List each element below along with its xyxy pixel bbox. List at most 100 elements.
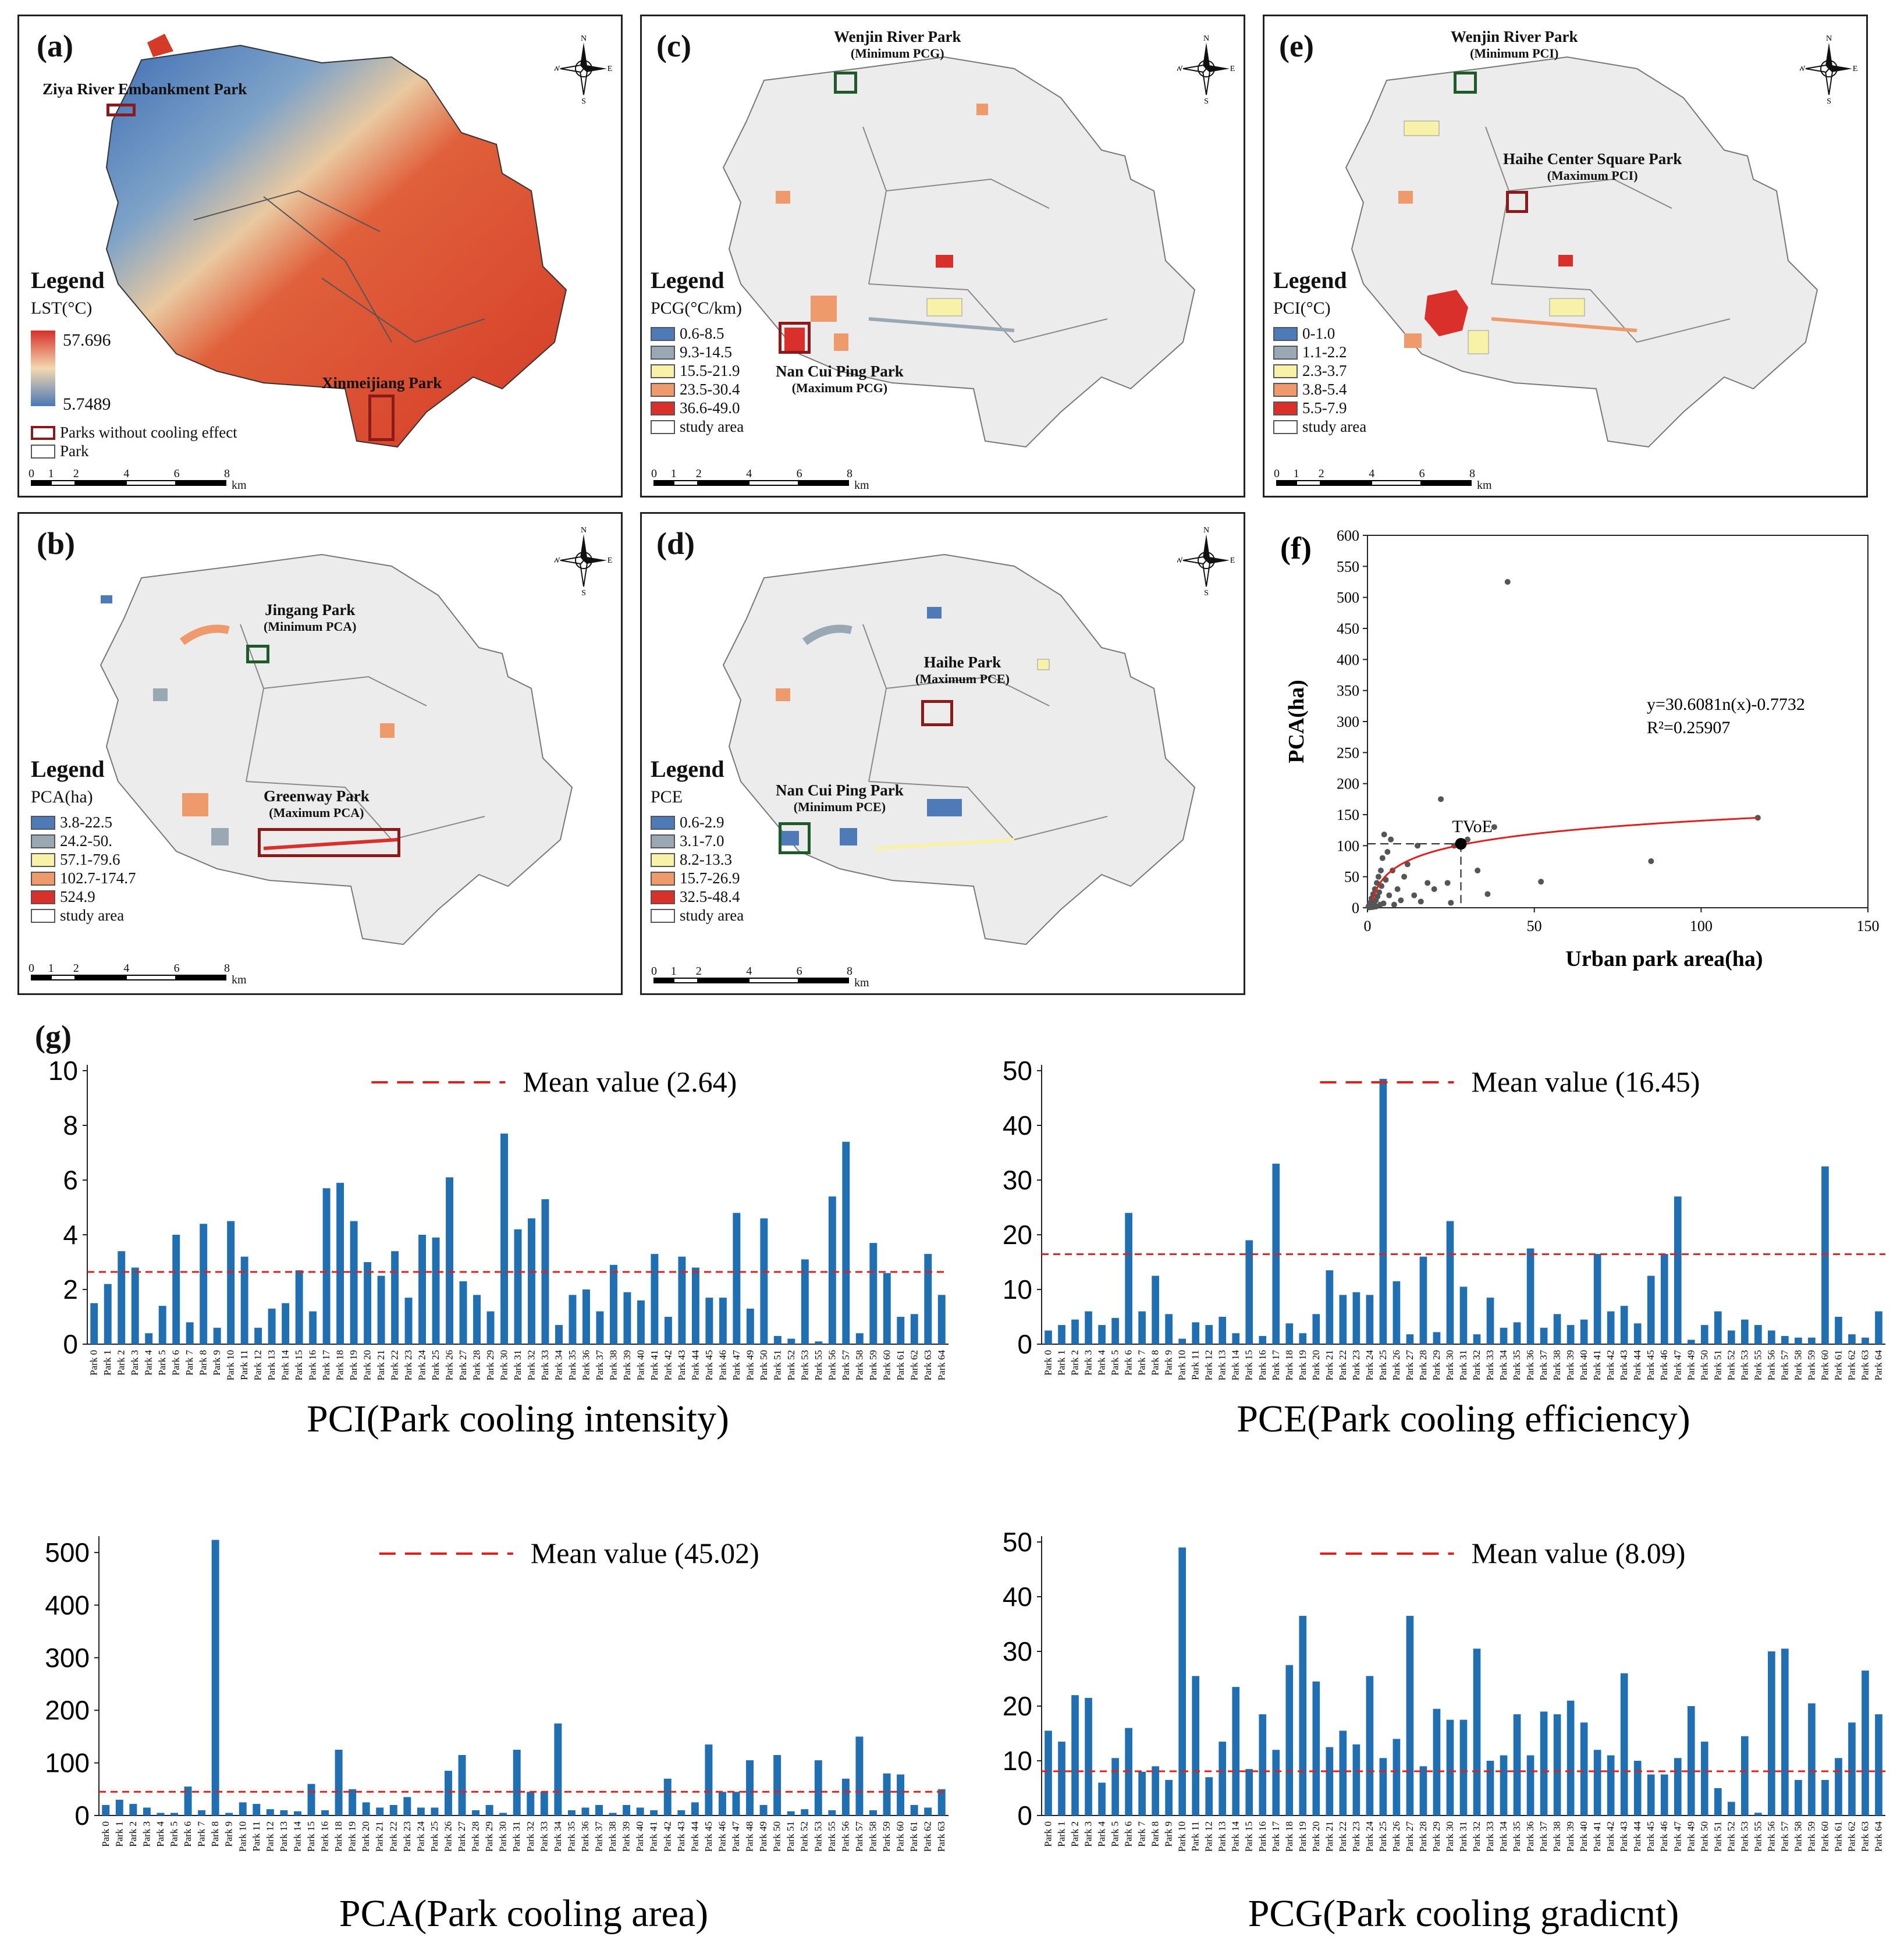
legend-text: 3.8-22.5 — [60, 813, 112, 831]
legend-row: 1.1-2.2 — [1273, 343, 1347, 361]
bar — [842, 1142, 850, 1344]
y-tick-label: 10 — [1003, 1274, 1032, 1305]
legend-row: 0.6-8.5 — [651, 325, 724, 343]
bar — [841, 1778, 850, 1815]
compass-letter: E — [608, 65, 613, 73]
scatter-point — [1384, 849, 1391, 855]
x-tick-label: Park 37 — [594, 1821, 605, 1852]
x-tick-label: Park 38 — [1551, 1350, 1562, 1380]
bar — [828, 1810, 836, 1815]
y-tick-label: 350 — [1337, 683, 1359, 699]
bar — [691, 1267, 699, 1344]
compass-south — [1824, 67, 1834, 95]
fit-curve — [1372, 816, 1758, 901]
x-tick-label: Park 38 — [607, 1821, 618, 1852]
bar — [1326, 1747, 1334, 1815]
study-area-shape — [105, 44, 567, 448]
bar — [815, 1341, 823, 1344]
scale-tick: 0 — [651, 965, 657, 978]
compass-west — [1805, 64, 1830, 73]
compass-icon: N S W E — [1177, 34, 1235, 104]
bar — [1459, 1719, 1468, 1815]
scale-tick: 4 — [123, 467, 130, 480]
x-tick-label: Park 18 — [1284, 1350, 1295, 1380]
compass-south — [1202, 559, 1211, 587]
x-tick-label: Park 57 — [1779, 1350, 1790, 1381]
pcg-bar-chart: 0 10 20 30 40 50 Park 0 Park 1 Park 2 Park 3 Park … — [983, 1513, 1897, 1938]
x-tick-label: Park 1 — [102, 1350, 113, 1376]
scatter-point — [1398, 897, 1404, 904]
scale-tick: 0 — [29, 962, 34, 975]
bar — [143, 1807, 151, 1815]
scale-tick: 2 — [695, 467, 702, 480]
bar — [514, 1229, 522, 1344]
callout-ziya-park: Ziya River Embankment Park — [42, 80, 247, 98]
callout-max: Haihe Center Square Park (Maximum PCI) — [1503, 150, 1682, 183]
scale-segment — [653, 978, 673, 983]
callout-title: Haihe Center Square Park — [1503, 150, 1682, 168]
bar — [404, 1298, 413, 1344]
x-tick-label: Park 53 — [1739, 1350, 1750, 1380]
x-tick-label: Park 33 — [538, 1821, 549, 1852]
scatter-point — [1375, 873, 1381, 880]
bar — [253, 1804, 261, 1815]
x-tick-label: Park 41 — [649, 1350, 660, 1380]
panel-label: (g) — [35, 1019, 72, 1054]
bar — [309, 1311, 317, 1344]
legend-row-park: Park — [31, 442, 89, 460]
bar — [1754, 1325, 1762, 1344]
bar — [787, 1338, 795, 1344]
scale-tick: 6 — [173, 467, 180, 480]
swatch — [1273, 326, 1298, 341]
scale-segment — [653, 480, 673, 486]
x-tick-label: Park 45 — [1645, 1350, 1656, 1380]
bar — [732, 1792, 740, 1815]
scale-segment — [748, 978, 799, 983]
bar — [1526, 1755, 1534, 1815]
bar — [1580, 1319, 1588, 1344]
bar — [1687, 1706, 1695, 1815]
x-tick-label: Park 52 — [799, 1821, 810, 1852]
legend-row: 0.6-2.9 — [651, 813, 724, 832]
gradient-max: 57.696 — [63, 331, 111, 350]
scale-unit: km — [854, 479, 869, 492]
x-tick-label: Park 29 — [1431, 1350, 1442, 1380]
x-tick-label: Park 62 — [922, 1821, 933, 1852]
x-tick-label: Park 0 — [100, 1821, 111, 1847]
x-tick-label: Park 4 — [1096, 1350, 1107, 1376]
x-tick-label: Park 48 — [744, 1821, 755, 1852]
bar — [705, 1298, 713, 1344]
y-tick-label: 200 — [1337, 776, 1359, 793]
x-tick-label: Park 60 — [1819, 1821, 1830, 1852]
swatch — [31, 852, 55, 867]
x-tick-label: Park 24 — [1364, 1821, 1375, 1852]
bar — [1500, 1755, 1508, 1815]
pcg-map — [722, 56, 1196, 448]
scale-tick: 1 — [1293, 467, 1299, 480]
scatter-point — [1411, 892, 1418, 898]
legend-row: 9.3-14.5 — [651, 343, 732, 361]
x-tick-label: Park 11 — [239, 1350, 250, 1380]
bar — [1419, 1256, 1427, 1344]
bar — [760, 1218, 768, 1344]
legend-text: 3.8-5.4 — [1302, 381, 1347, 398]
x-tick-label: Park 16 — [307, 1350, 318, 1380]
bar — [1593, 1750, 1601, 1815]
x-tick-label: Park 39 — [621, 1350, 633, 1380]
x-tick-label: Park 3 — [1083, 1350, 1094, 1376]
compass-west — [1182, 556, 1207, 565]
x-tick-label: Park 56 — [826, 1350, 837, 1380]
x-tick-label: Park 26 — [442, 1821, 453, 1852]
panel-d-pce-map: (d) Haihe Park (Maximum PCE) Nan Cui Ping… — [640, 512, 1245, 995]
bar — [184, 1786, 192, 1815]
y-tick-label: 0 — [1352, 900, 1359, 916]
bar — [389, 1804, 397, 1815]
bar — [663, 1778, 672, 1815]
x-tick-label: Park 24 — [1364, 1350, 1375, 1381]
y-tick-label: 550 — [1337, 558, 1359, 575]
legend-variable: LST(°C) — [31, 299, 93, 318]
legend-mean-label: Mean value (2.64) — [523, 1065, 737, 1098]
scale-tick: 4 — [1369, 467, 1375, 480]
scale-tick: 2 — [73, 962, 79, 975]
